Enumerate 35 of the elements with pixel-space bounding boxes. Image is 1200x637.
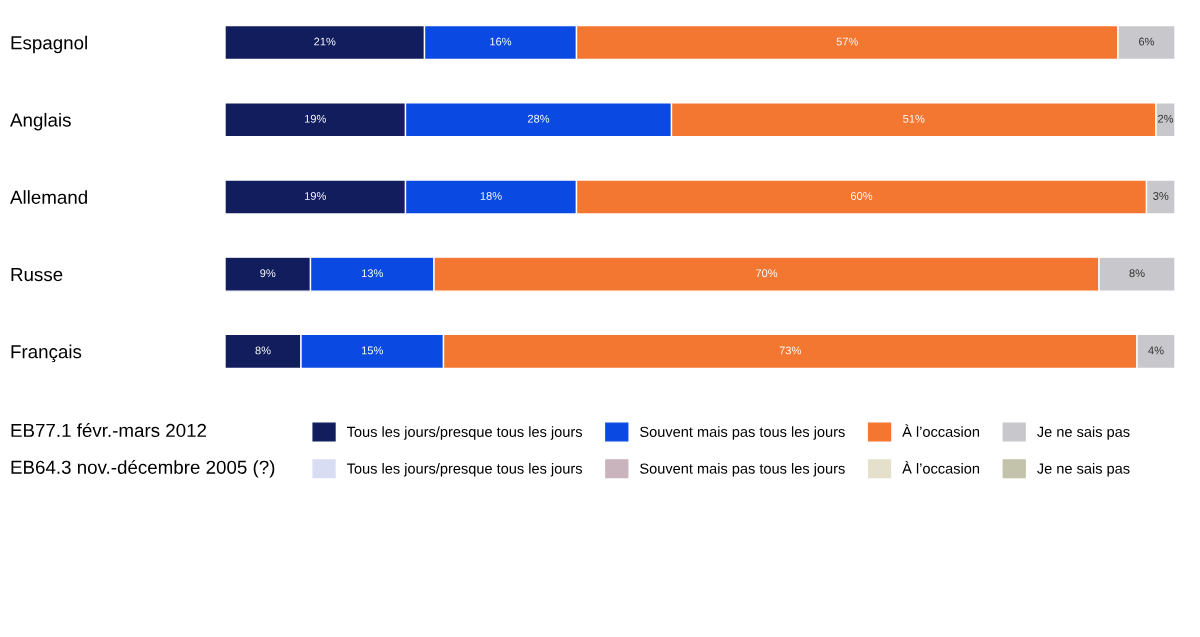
data-label: 2% — [1158, 114, 1174, 123]
y-tick-label: Anglais — [10, 112, 71, 131]
data-label: 18% — [480, 192, 502, 200]
legend-label: Souvent mais pas tous les jours — [640, 426, 845, 440]
y-tick-label: Allemand — [10, 190, 87, 204]
data-label: 73% — [779, 346, 801, 355]
data-label: 21% — [314, 37, 336, 46]
data-label: 15% — [361, 346, 383, 355]
legend-label: À l’occasion — [902, 424, 980, 437]
text: EB77.1 févr.-mars 2012 — [11, 423, 207, 438]
legend-label: Je ne sais pas — [1037, 426, 1130, 440]
data-label: 51% — [903, 114, 925, 123]
data-label: 6% — [1139, 37, 1155, 46]
data-label: 19% — [304, 192, 326, 200]
legend-label: À l’occasion — [902, 460, 980, 474]
legend-label: Je ne sais pas — [1037, 463, 1130, 477]
data-label: 57% — [836, 37, 858, 46]
legend-label: Tous les jours/presque tous les jours — [346, 463, 583, 477]
legend-label: Souvent mais pas tous les jours — [640, 463, 845, 477]
data-label: 8% — [255, 346, 271, 355]
data-label: 13% — [361, 269, 383, 278]
data-label: 70% — [755, 269, 778, 278]
data-label: 60% — [850, 192, 873, 200]
data-label: 19% — [304, 114, 326, 123]
legend-label: Tous les jours/presque tous les jours — [346, 426, 583, 440]
data-label: 4% — [1148, 346, 1164, 355]
data-label: 28% — [527, 114, 550, 123]
data-label: 8% — [1129, 269, 1145, 278]
data-label: 3% — [1153, 192, 1169, 200]
y-tick-label: Français — [11, 344, 82, 363]
data-label: 16% — [490, 37, 512, 46]
data-label: 9% — [260, 269, 276, 278]
text: EB64.3 nov.-décembre 2005 (?) — [11, 459, 275, 478]
y-tick-label: Espagnol — [11, 35, 87, 54]
y-tick-label: Russe — [11, 268, 63, 282]
